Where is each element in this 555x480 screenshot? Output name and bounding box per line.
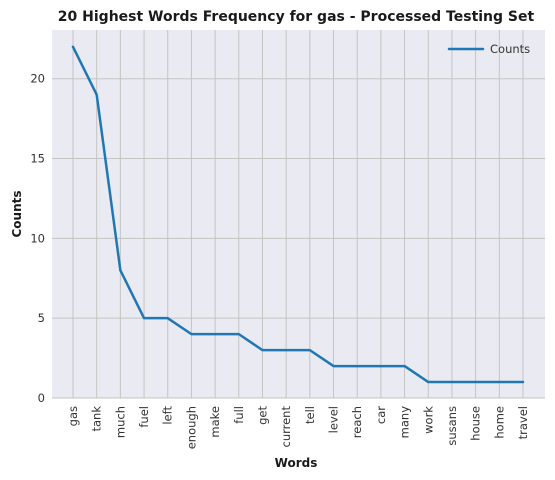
y-axis-label: Counts [10, 190, 24, 237]
x-tick-label: fuel [137, 406, 151, 428]
series-line-counts [71, 45, 525, 384]
chart-title: 20 Highest Words Frequency for gas - Pro… [58, 9, 535, 25]
x-tick-label: home [492, 406, 506, 439]
y-tick-label: 5 [38, 311, 45, 325]
x-tick-label: tell [303, 406, 317, 424]
y-tick-label: 15 [30, 152, 45, 166]
x-gridlines [72, 30, 524, 398]
x-tick-label: susans [445, 406, 459, 446]
x-tick-label: reach [350, 406, 364, 438]
y-tick-label: 10 [30, 231, 45, 245]
x-tick-label: car [374, 406, 388, 424]
x-tick-label: gas [66, 406, 80, 426]
x-tick-label: many [398, 406, 412, 439]
x-tick-label: tank [90, 406, 104, 432]
x-tick-label: enough [184, 406, 198, 449]
plot-area [52, 30, 545, 398]
x-tick-labels: gas tank much fuel left enough make full get curr… [66, 406, 530, 450]
x-tick-label: full [232, 406, 246, 424]
x-tick-label: work [421, 406, 435, 434]
x-tick-label: much [113, 406, 127, 438]
x-tick-label: make [208, 406, 222, 438]
x-tick-label: current [279, 406, 293, 448]
y-tick-label: 20 [30, 72, 45, 86]
y-tick-labels: 0 5 10 15 20 [30, 72, 45, 405]
x-tick-label: get [255, 406, 269, 425]
y-tick-label: 0 [38, 391, 45, 405]
x-tick-label: travel [516, 406, 530, 439]
legend: Counts [447, 42, 530, 56]
x-axis-label: Words [275, 456, 318, 470]
x-tick-label: left [161, 406, 175, 425]
x-tick-label: level [327, 406, 341, 433]
x-tick-label: house [469, 406, 483, 441]
y-gridlines [52, 78, 545, 399]
legend-label: Counts [490, 42, 530, 56]
